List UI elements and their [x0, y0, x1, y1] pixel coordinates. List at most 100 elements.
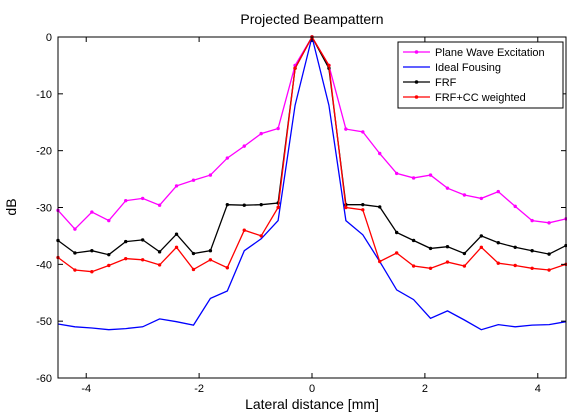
x-axis-label: Lateral distance [mm] — [245, 396, 379, 412]
data-point — [496, 261, 500, 265]
data-point — [225, 266, 230, 270]
data-point — [344, 205, 348, 210]
data-point — [174, 184, 179, 188]
data-point — [140, 238, 145, 242]
data-point — [547, 268, 551, 272]
y-tick-label: -50 — [36, 316, 52, 328]
data-point — [513, 263, 517, 268]
y-tick-label: -20 — [36, 146, 52, 158]
data-point — [242, 203, 246, 207]
data-point — [225, 156, 230, 160]
axes-layer: -4 -2 0 2 40-10-20-30-40-50-60 — [36, 32, 567, 395]
data-point — [90, 210, 94, 214]
data-point — [327, 63, 331, 68]
data-point — [73, 227, 77, 231]
data-point — [462, 251, 467, 256]
data-point — [293, 66, 297, 70]
data-point — [276, 205, 280, 210]
data-point — [90, 248, 94, 253]
data-point — [378, 259, 382, 264]
legend-label: Plane Wave Excitation — [435, 47, 545, 59]
data-point — [479, 196, 484, 201]
legend-label: Ideal Fousing — [435, 62, 501, 74]
legend-marker — [414, 95, 419, 99]
data-point — [157, 263, 162, 267]
data-point — [191, 178, 196, 182]
data-point — [124, 239, 128, 244]
legend-item: FRF — [403, 77, 457, 89]
data-point — [344, 127, 348, 131]
data-point — [174, 232, 179, 236]
x-tick-label: -4 — [81, 383, 91, 395]
data-point — [259, 131, 263, 136]
legend-item: Plane Wave Excitation — [403, 47, 545, 59]
data-point — [90, 270, 94, 274]
data-point — [191, 267, 196, 272]
data-point — [107, 263, 111, 268]
data-point — [462, 264, 467, 268]
legend-label: FRF — [435, 77, 457, 89]
data-point — [73, 251, 77, 255]
data-point — [259, 234, 263, 238]
data-point — [530, 218, 534, 223]
data-point — [242, 228, 246, 232]
data-point — [428, 246, 433, 251]
y-tick-label: -10 — [36, 89, 52, 101]
chart-title: Projected Beampattern — [240, 11, 383, 27]
data-point — [479, 245, 484, 249]
data-point — [513, 204, 517, 209]
data-point — [530, 266, 534, 271]
data-point — [445, 245, 450, 249]
data-point — [140, 196, 145, 201]
data-point — [208, 258, 213, 262]
data-point — [394, 230, 399, 235]
x-tick-label: 4 — [535, 383, 541, 395]
data-point — [445, 186, 450, 190]
data-point — [361, 202, 365, 207]
data-point — [530, 248, 534, 253]
data-point — [140, 258, 145, 262]
data-point — [157, 250, 162, 254]
data-point — [107, 218, 111, 223]
data-point — [242, 144, 246, 148]
data-point — [73, 268, 77, 272]
data-point — [124, 256, 128, 261]
legend-marker — [414, 50, 419, 54]
y-tick-label: 0 — [46, 32, 52, 44]
data-point — [191, 251, 196, 256]
data-point — [208, 248, 213, 253]
y-tick-label: -60 — [36, 373, 52, 385]
data-point — [547, 221, 551, 225]
data-point — [411, 264, 416, 268]
x-tick-label: -2 — [194, 383, 204, 395]
data-point — [361, 208, 365, 212]
legend-marker — [414, 80, 419, 84]
data-point — [378, 205, 382, 209]
data-point — [479, 234, 484, 238]
data-point — [462, 193, 467, 197]
data-point — [411, 238, 416, 243]
data-point — [361, 130, 365, 134]
data-point — [445, 260, 450, 264]
data-point — [394, 171, 399, 176]
y-axis-label: dB — [3, 198, 19, 215]
data-point — [428, 173, 433, 177]
data-point — [124, 198, 128, 203]
legend-item: FRF+CC weighted — [403, 92, 526, 104]
data-point — [378, 151, 382, 156]
x-tick-label: 2 — [422, 383, 428, 395]
data-point — [411, 176, 416, 180]
data-point — [225, 202, 230, 207]
data-point — [208, 173, 213, 177]
data-point — [394, 251, 399, 255]
y-tick-label: -40 — [36, 259, 52, 271]
data-point — [174, 245, 179, 249]
data-point — [259, 202, 263, 207]
data-point — [428, 266, 433, 271]
legend-item: Ideal Fousing — [403, 62, 501, 74]
x-tick-label: 0 — [309, 383, 315, 395]
legend: Plane Wave Excitation Ideal Fousing FRF FRF… — [397, 41, 564, 109]
data-point — [276, 126, 280, 131]
data-point — [496, 189, 500, 194]
